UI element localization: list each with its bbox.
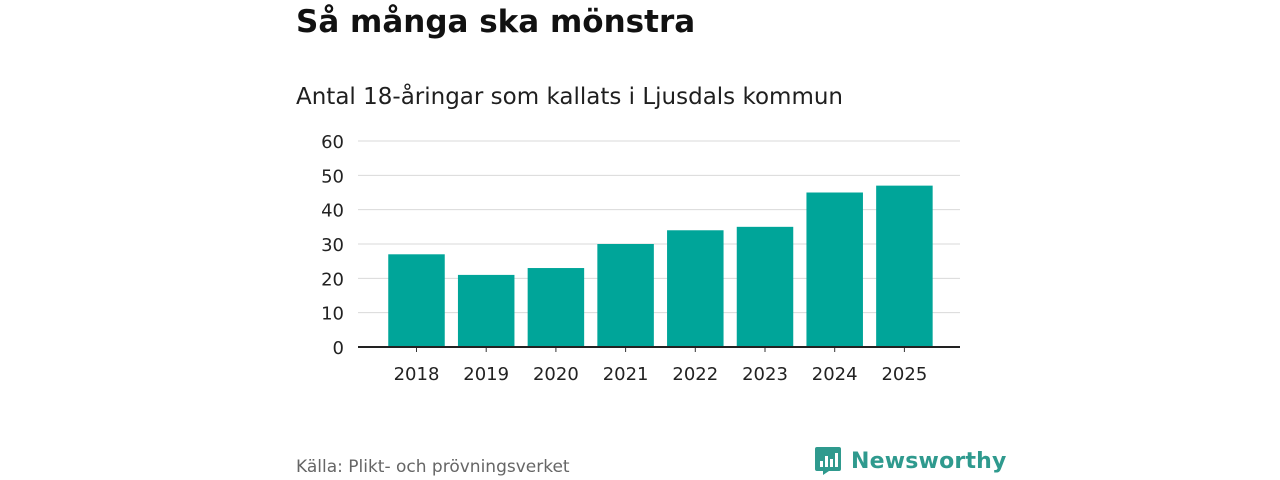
bar-2018 [388,254,445,347]
x-tick-label: 2021 [603,364,649,385]
bars [388,185,933,347]
y-tick-label: 10 [321,304,344,325]
bar-2020 [527,268,585,347]
chart-title: Så många ska mönstra [296,4,696,40]
bar-2024 [806,192,863,347]
newsworthy-logo-icon [815,447,841,475]
chart-subtitle: Antal 18-åringar som kallats i Ljusdals … [296,84,844,110]
bar-2022 [667,230,724,347]
bar-2025 [876,185,933,347]
gridlines [358,140,960,314]
x-tick-label: 2022 [672,364,718,385]
y-tick-label: 40 [321,201,344,222]
y-tick-label: 20 [321,269,344,290]
y-tick-label: 50 [321,166,344,187]
x-tick-label: 2025 [881,364,927,385]
x-tick-label: 2023 [742,364,788,385]
bar-2021 [597,244,654,347]
x-axis-ticks: 2018 2019 2020 2021 2022 2023 2024 2025 [394,347,927,385]
y-tick-label: 60 [321,132,344,153]
y-axis-ticks: 0 10 20 30 40 50 60 [321,132,344,359]
bar-2023 [736,226,794,347]
y-tick-label: 0 [333,338,344,359]
source-note: Källa: Plikt- och prövningsverket [296,457,570,477]
y-tick-label: 30 [321,235,344,256]
x-tick-label: 2018 [394,364,440,385]
brand-name: Newsworthy [851,448,1007,474]
brand-logo: Newsworthy [814,446,1007,476]
x-tick-label: 2024 [812,364,858,385]
x-tick-label: 2019 [463,364,509,385]
x-tick-label: 2020 [533,364,579,385]
bar-2019 [457,274,515,347]
